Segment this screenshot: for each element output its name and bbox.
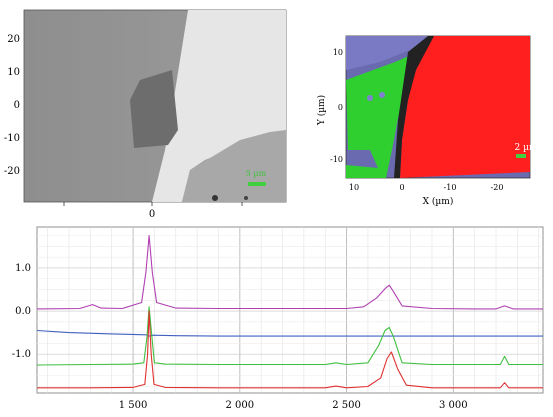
panel-b-xtick: 0 xyxy=(399,183,404,192)
series-line-2 xyxy=(36,329,543,337)
chart-xtick-label: 2 500 xyxy=(332,400,361,411)
panel-b-blue-region xyxy=(346,36,430,70)
panel-b-xtick: -10 xyxy=(444,183,457,192)
panel-a-particle xyxy=(212,195,218,201)
chart-xtick-label: 3 000 xyxy=(439,400,468,411)
panel-a-ytick: 10 xyxy=(7,67,20,78)
panel-a-scale-label: 5 µm xyxy=(246,169,267,178)
chart-plot-area xyxy=(36,226,544,394)
panel-a-bright-region xyxy=(152,10,286,202)
series-line-3 xyxy=(36,306,543,366)
panel-b-green-region xyxy=(346,52,418,178)
panel-a-particle xyxy=(244,196,248,200)
panel-b-boundary xyxy=(394,36,434,178)
series-line-1 xyxy=(36,235,543,310)
panel-b-spot xyxy=(379,92,385,98)
spectra-chart: 1.0 0.0 -1.0 1 500 2 000 2 500 3 000 xyxy=(12,226,544,411)
panel-a: 5 µm 20 10 0 -10 -20 0 xyxy=(4,9,287,220)
panel-b-ytick: 10 xyxy=(333,48,343,57)
panel-a-ytick: -10 xyxy=(4,133,20,144)
chart-xtick-label: 1 500 xyxy=(119,400,148,411)
panel-b-red-region xyxy=(400,36,530,178)
series-line-4 xyxy=(37,310,543,389)
chart-ytick-label: 1.0 xyxy=(15,263,31,274)
panel-b-ytick: -10 xyxy=(330,155,343,164)
panel-b-xtick: -20 xyxy=(491,183,504,192)
panel-b-scale-bar xyxy=(516,154,526,158)
panel-b-x-axis: 10 0 -10 -20 X (µm) xyxy=(349,183,504,207)
panel-a-ytick: -20 xyxy=(4,166,20,177)
chart-x-axis: 1 500 2 000 2 500 3 000 xyxy=(119,400,468,411)
panel-a-y-axis: 20 10 0 -10 -20 xyxy=(4,34,20,177)
panel-a-xtick: 0 xyxy=(149,209,155,220)
panel-b-xtick: 10 xyxy=(349,183,359,192)
panel-a-scale-bar xyxy=(248,182,266,186)
panel-b-ylabel: Y (µm) xyxy=(316,95,327,126)
panel-a-ytick: 20 xyxy=(7,34,20,45)
panel-b-y-axis: 10 0 -10 Y (µm) xyxy=(316,48,343,164)
panel-b-ytick: 0 xyxy=(338,103,343,112)
panel-a-ytick: 0 xyxy=(14,100,20,111)
panel-b-xlabel: X (µm) xyxy=(423,196,454,207)
panel-b: 2 µm 10 0 -10 Y (µm) 10 0 -10 -20 X (µm) xyxy=(316,35,538,207)
panel-a-dark-flake xyxy=(130,70,178,148)
panel-b-spot xyxy=(367,95,373,101)
panel-b-scale-label: 2 µm xyxy=(515,143,538,153)
chart-y-axis: 1.0 0.0 -1.0 xyxy=(12,263,31,360)
chart-grid xyxy=(37,227,543,393)
panel-a-x-axis: 0 xyxy=(63,202,243,220)
chart-ytick-label: -1.0 xyxy=(12,349,31,360)
chart-xtick-label: 2 000 xyxy=(226,400,255,411)
chart-ytick-label: 0.0 xyxy=(15,306,31,317)
chart-series-layer xyxy=(36,235,543,389)
